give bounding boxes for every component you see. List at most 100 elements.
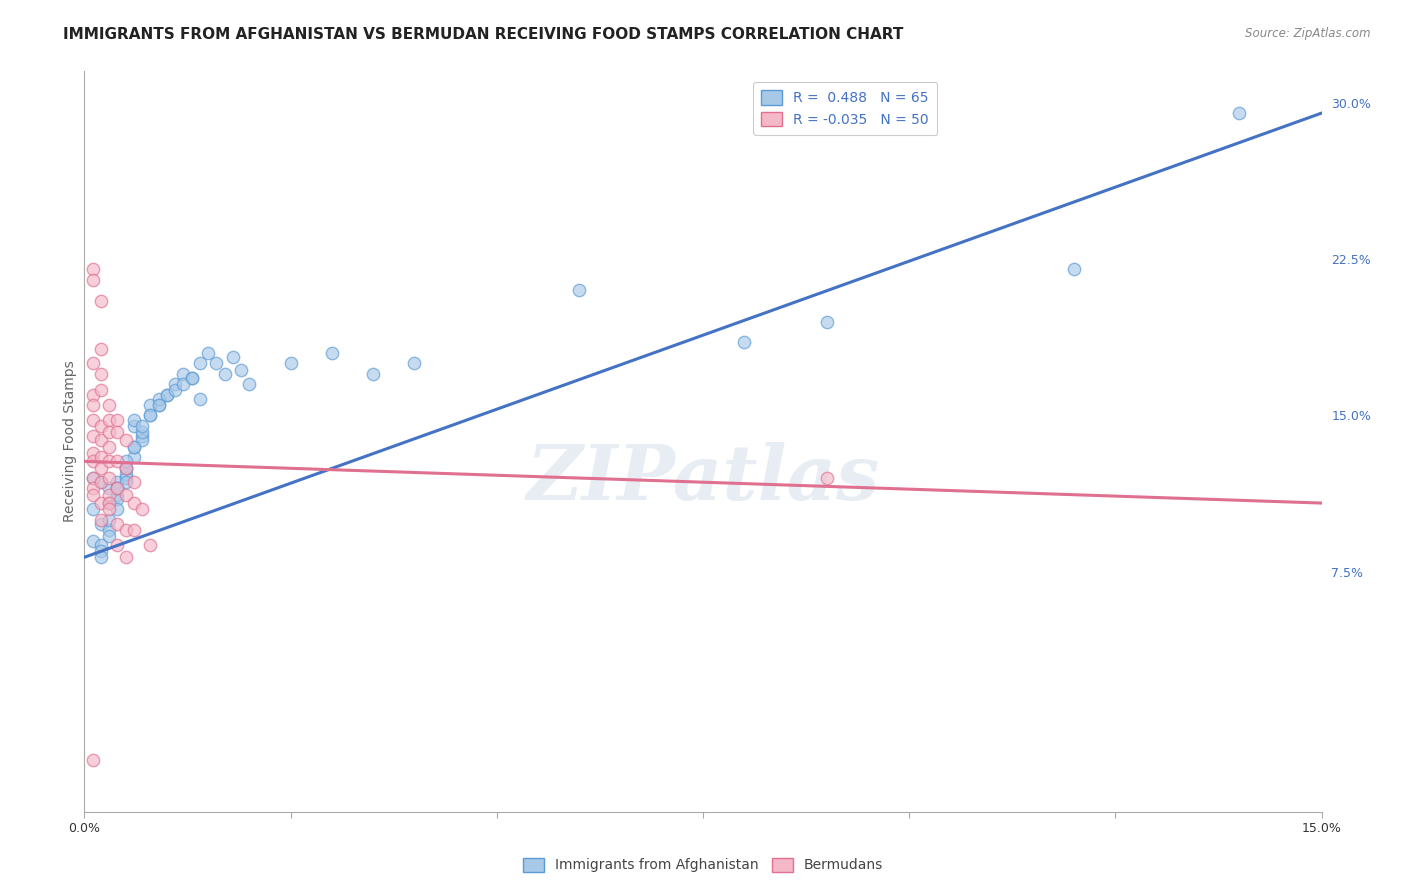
- Point: [222, 350, 245, 364]
- Point: [180, 371, 202, 385]
- Point: [114, 460, 136, 475]
- Point: [114, 460, 136, 475]
- Point: [815, 471, 838, 485]
- Point: [156, 387, 179, 401]
- Point: [180, 371, 202, 385]
- Point: [114, 460, 136, 475]
- Point: [82, 412, 104, 426]
- Point: [205, 356, 228, 370]
- Point: [90, 513, 112, 527]
- Point: [105, 482, 128, 496]
- Point: [82, 753, 104, 767]
- Point: [90, 475, 112, 490]
- Point: [105, 482, 128, 496]
- Point: [156, 387, 179, 401]
- Point: [321, 346, 343, 360]
- Point: [105, 516, 128, 531]
- Point: [172, 367, 194, 381]
- Point: [1063, 262, 1085, 277]
- Point: [114, 467, 136, 481]
- Point: [139, 409, 162, 423]
- Point: [105, 454, 128, 468]
- Point: [815, 315, 838, 329]
- Point: [90, 538, 112, 552]
- Point: [98, 529, 121, 543]
- Point: [98, 412, 121, 426]
- Point: [90, 434, 112, 448]
- Point: [114, 488, 136, 502]
- Point: [90, 496, 112, 510]
- Point: [82, 533, 104, 548]
- Point: [98, 523, 121, 537]
- Point: [122, 523, 145, 537]
- Point: [188, 392, 211, 406]
- Point: [165, 384, 187, 398]
- Point: [82, 262, 104, 277]
- Point: [197, 346, 219, 360]
- Point: [82, 502, 104, 516]
- Point: [105, 491, 128, 506]
- Point: [131, 425, 153, 439]
- Point: [139, 398, 162, 412]
- Point: [90, 293, 112, 308]
- Point: [82, 482, 104, 496]
- Point: [105, 538, 128, 552]
- Point: [122, 440, 145, 454]
- Point: [82, 471, 104, 485]
- Y-axis label: Receiving Food Stamps: Receiving Food Stamps: [63, 360, 77, 523]
- Point: [568, 283, 591, 297]
- Point: [114, 475, 136, 490]
- Point: [114, 471, 136, 485]
- Point: [98, 488, 121, 502]
- Point: [105, 412, 128, 426]
- Point: [82, 273, 104, 287]
- Point: [148, 398, 170, 412]
- Point: [98, 425, 121, 439]
- Legend: R =  0.488   N = 65, R = -0.035   N = 50: R = 0.488 N = 65, R = -0.035 N = 50: [754, 82, 938, 136]
- Point: [98, 398, 121, 412]
- Point: [98, 502, 121, 516]
- Point: [1227, 106, 1250, 120]
- Point: [105, 482, 128, 496]
- Point: [90, 544, 112, 558]
- Point: [90, 475, 112, 490]
- Point: [139, 538, 162, 552]
- Point: [122, 440, 145, 454]
- Point: [82, 446, 104, 460]
- Point: [139, 409, 162, 423]
- Point: [114, 454, 136, 468]
- Point: [105, 488, 128, 502]
- Point: [131, 429, 153, 443]
- Text: IMMIGRANTS FROM AFGHANISTAN VS BERMUDAN RECEIVING FOOD STAMPS CORRELATION CHART: IMMIGRANTS FROM AFGHANISTAN VS BERMUDAN …: [63, 27, 904, 42]
- Point: [122, 450, 145, 465]
- Point: [122, 412, 145, 426]
- Point: [122, 475, 145, 490]
- Point: [238, 377, 260, 392]
- Point: [188, 356, 211, 370]
- Point: [361, 367, 384, 381]
- Point: [98, 471, 121, 485]
- Point: [82, 471, 104, 485]
- Point: [165, 377, 187, 392]
- Point: [148, 398, 170, 412]
- Point: [131, 502, 153, 516]
- Point: [90, 418, 112, 433]
- Point: [172, 377, 194, 392]
- Point: [404, 356, 426, 370]
- Point: [280, 356, 302, 370]
- Point: [733, 335, 755, 350]
- Point: [122, 496, 145, 510]
- Point: [122, 418, 145, 433]
- Point: [105, 425, 128, 439]
- Point: [82, 356, 104, 370]
- Point: [90, 460, 112, 475]
- Point: [98, 496, 121, 510]
- Point: [229, 362, 252, 376]
- Point: [114, 550, 136, 565]
- Point: [114, 523, 136, 537]
- Point: [90, 550, 112, 565]
- Point: [148, 392, 170, 406]
- Point: [98, 496, 121, 510]
- Text: ZIPatlas: ZIPatlas: [526, 442, 880, 516]
- Point: [82, 488, 104, 502]
